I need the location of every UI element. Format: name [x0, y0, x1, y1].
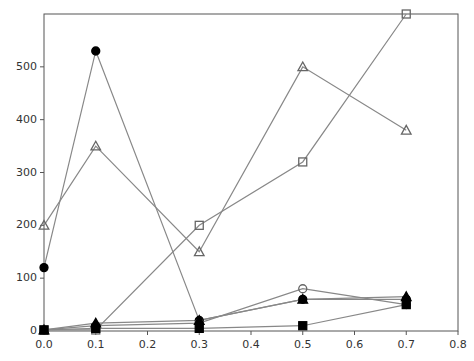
data-point	[194, 316, 204, 325]
y-tick	[40, 119, 44, 120]
y-tick-label: 500	[16, 60, 37, 73]
chart: 0 100 200 300 400 500 0.0 0.1 0.2 0.3 0.4 0.5 0.6 0.7…	[0, 0, 474, 361]
chart-container: 0 100 200 300 400 500 0.0 0.1 0.2 0.3 0.4 0.5 0.6 0.7…	[0, 0, 474, 361]
data-point	[299, 285, 307, 293]
data-point	[194, 247, 204, 256]
x-tick-label: 0.5	[294, 338, 312, 351]
x-tick	[302, 331, 303, 335]
y-tick	[40, 66, 44, 67]
data-point	[401, 292, 411, 301]
y-tick-label: 100	[16, 271, 37, 284]
data-point	[195, 324, 203, 332]
data-point	[402, 10, 410, 18]
data-point	[195, 221, 203, 229]
y-tick	[40, 278, 44, 279]
data-point	[298, 62, 308, 71]
data-point	[402, 301, 410, 309]
data-point	[39, 221, 49, 230]
data-point	[401, 125, 411, 134]
x-tick-label: 0.7	[398, 338, 416, 351]
data-point	[39, 325, 49, 334]
y-tick-label: 300	[16, 166, 37, 179]
x-tick	[251, 331, 252, 335]
y-tick-label: 400	[16, 113, 37, 126]
x-tick-label: 0.8	[449, 338, 467, 351]
series-line	[44, 51, 406, 320]
data-point	[402, 301, 410, 309]
x-tick-label: 0.0	[35, 338, 53, 351]
data-point	[298, 295, 308, 304]
x-tick	[147, 331, 148, 335]
plot-frame	[44, 14, 458, 331]
x-tick	[406, 331, 407, 335]
y-tick-label: 0	[30, 324, 37, 337]
x-tick-label: 0.4	[242, 338, 260, 351]
x-tick-label: 0.1	[87, 338, 105, 351]
y-tick	[40, 172, 44, 173]
data-point	[195, 316, 203, 324]
data-point	[92, 324, 100, 332]
data-point	[40, 326, 48, 334]
x-tick-label: 0.2	[139, 338, 157, 351]
x-tick-label: 0.6	[346, 338, 364, 351]
x-tick	[354, 331, 355, 335]
plot-area	[39, 10, 411, 334]
series-line	[44, 67, 406, 252]
data-point	[92, 47, 100, 55]
data-point	[91, 141, 101, 150]
data-point	[40, 326, 48, 334]
data-point	[299, 295, 307, 303]
data-point	[299, 158, 307, 166]
x-tick	[458, 331, 459, 335]
x-tick-label: 0.3	[191, 338, 209, 351]
data-point	[40, 264, 48, 272]
data-point	[299, 322, 307, 330]
y-tick-label: 200	[16, 218, 37, 231]
series-line	[44, 14, 406, 330]
data-point	[40, 326, 48, 334]
